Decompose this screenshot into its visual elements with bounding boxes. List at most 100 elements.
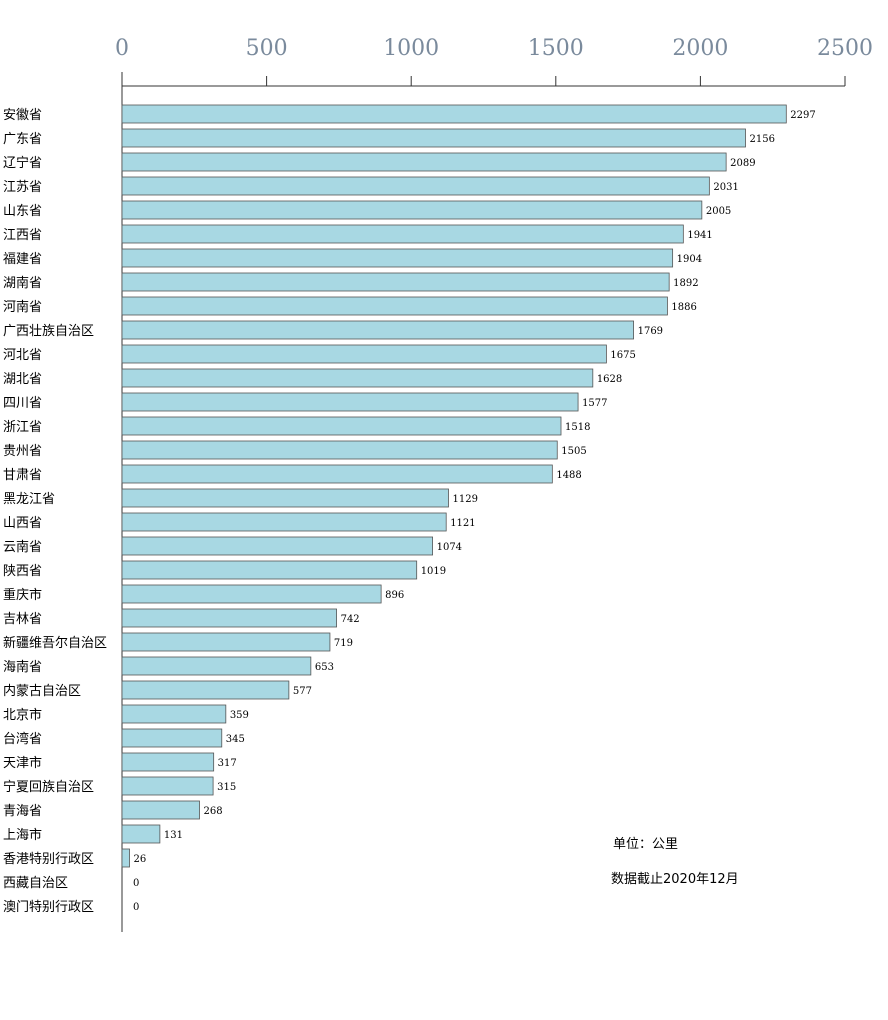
- bar: [121, 128, 746, 148]
- category-label: 广西壮族自治区: [3, 323, 94, 339]
- category-label: 陕西省: [3, 564, 42, 579]
- category-label: 福建省: [3, 252, 42, 267]
- bar: [121, 752, 215, 772]
- x-tick-label: 2500: [817, 36, 873, 61]
- bar: [121, 488, 449, 508]
- bar: [121, 560, 418, 580]
- bar: [121, 440, 558, 460]
- category-label: 四川省: [3, 396, 42, 411]
- bar: [121, 848, 130, 868]
- bar: [121, 824, 161, 844]
- value-label: 2031: [713, 182, 738, 193]
- category-label: 山西省: [3, 516, 42, 531]
- bar: [121, 344, 607, 364]
- bar: [121, 800, 200, 820]
- bar: [121, 608, 337, 628]
- category-label: 吉林省: [3, 612, 42, 627]
- bar: [121, 656, 312, 676]
- category-label: 台湾省: [3, 731, 42, 747]
- value-label: 131: [164, 830, 183, 841]
- value-label: 2089: [730, 158, 755, 169]
- date-note: 数据截止2020年12月: [611, 872, 739, 887]
- bar: [121, 728, 223, 748]
- category-label: 内蒙古自治区: [3, 683, 81, 699]
- x-tick-label: 0: [115, 36, 129, 61]
- category-label: 云南省: [3, 539, 42, 555]
- value-label: 1505: [561, 446, 586, 457]
- category-label: 安徽省: [3, 108, 42, 123]
- category-label: 上海市: [3, 827, 42, 843]
- bar: [121, 248, 674, 268]
- bar: [121, 104, 787, 124]
- value-label: 0: [133, 902, 139, 913]
- value-label: 719: [334, 638, 353, 649]
- category-label: 香港特别行政区: [3, 852, 94, 867]
- value-label: 2005: [706, 206, 731, 217]
- bar: [121, 416, 562, 436]
- bar: [121, 320, 634, 340]
- x-tick-label: 1500: [528, 36, 584, 61]
- x-tick-label: 2000: [672, 36, 728, 61]
- bar: [121, 512, 447, 532]
- category-label: 广东省: [3, 132, 42, 147]
- x-tick-label: 500: [246, 36, 288, 61]
- value-label: 1019: [421, 566, 446, 577]
- value-label: 742: [341, 614, 360, 625]
- bar: [121, 224, 684, 244]
- category-label: 湖北省: [3, 372, 42, 387]
- category-label: 北京市: [3, 707, 42, 723]
- value-label: 2156: [750, 134, 775, 145]
- bar: [121, 584, 382, 604]
- category-label: 海南省: [3, 659, 42, 675]
- bar: [121, 536, 434, 556]
- category-label: 西藏自治区: [3, 876, 68, 891]
- category-label: 山东省: [3, 204, 42, 219]
- value-label: 1121: [450, 518, 475, 529]
- category-label: 江西省: [3, 228, 42, 243]
- category-label: 江苏省: [3, 179, 42, 195]
- category-label: 新疆维吾尔自治区: [3, 635, 107, 651]
- category-label: 贵州省: [3, 444, 42, 459]
- value-label: 1675: [610, 350, 635, 361]
- bar: [121, 776, 214, 796]
- value-label: 26: [134, 854, 147, 865]
- value-label: 1074: [437, 542, 462, 553]
- value-label: 1577: [582, 398, 607, 409]
- value-label: 1886: [671, 302, 696, 313]
- value-label: 1769: [638, 326, 663, 337]
- value-label: 315: [217, 782, 236, 793]
- category-label: 河南省: [3, 299, 42, 315]
- value-label: 653: [315, 662, 334, 673]
- category-label: 黑龙江省: [3, 492, 55, 507]
- bar: [121, 680, 290, 700]
- value-label: 345: [226, 734, 245, 745]
- value-label: 317: [218, 758, 237, 769]
- bar: [121, 632, 331, 652]
- bar: [121, 176, 710, 196]
- category-label: 辽宁省: [3, 155, 42, 171]
- value-label: 1892: [673, 278, 698, 289]
- category-label: 甘肃省: [3, 468, 42, 483]
- value-label: 268: [204, 806, 223, 817]
- category-label: 天津市: [3, 755, 42, 771]
- bar: [121, 200, 703, 220]
- value-label: 1518: [565, 422, 590, 433]
- bar: [121, 152, 727, 172]
- value-label: 1488: [556, 470, 581, 481]
- bar: [121, 272, 670, 292]
- category-label: 河北省: [3, 348, 42, 363]
- value-label: 577: [293, 686, 312, 697]
- value-label: 359: [230, 710, 249, 721]
- value-label: 1904: [677, 254, 702, 265]
- category-label: 青海省: [3, 804, 42, 819]
- category-label: 湖南省: [3, 275, 42, 291]
- value-label: 1941: [687, 230, 712, 241]
- value-label: 896: [385, 590, 404, 601]
- category-label: 浙江省: [3, 420, 42, 435]
- value-label: 2297: [790, 110, 815, 121]
- bar: [121, 464, 553, 484]
- category-label: 宁夏回族自治区: [3, 779, 94, 795]
- x-tick-label: 1000: [383, 36, 439, 61]
- bar: [121, 704, 227, 724]
- value-label: 0: [133, 878, 139, 889]
